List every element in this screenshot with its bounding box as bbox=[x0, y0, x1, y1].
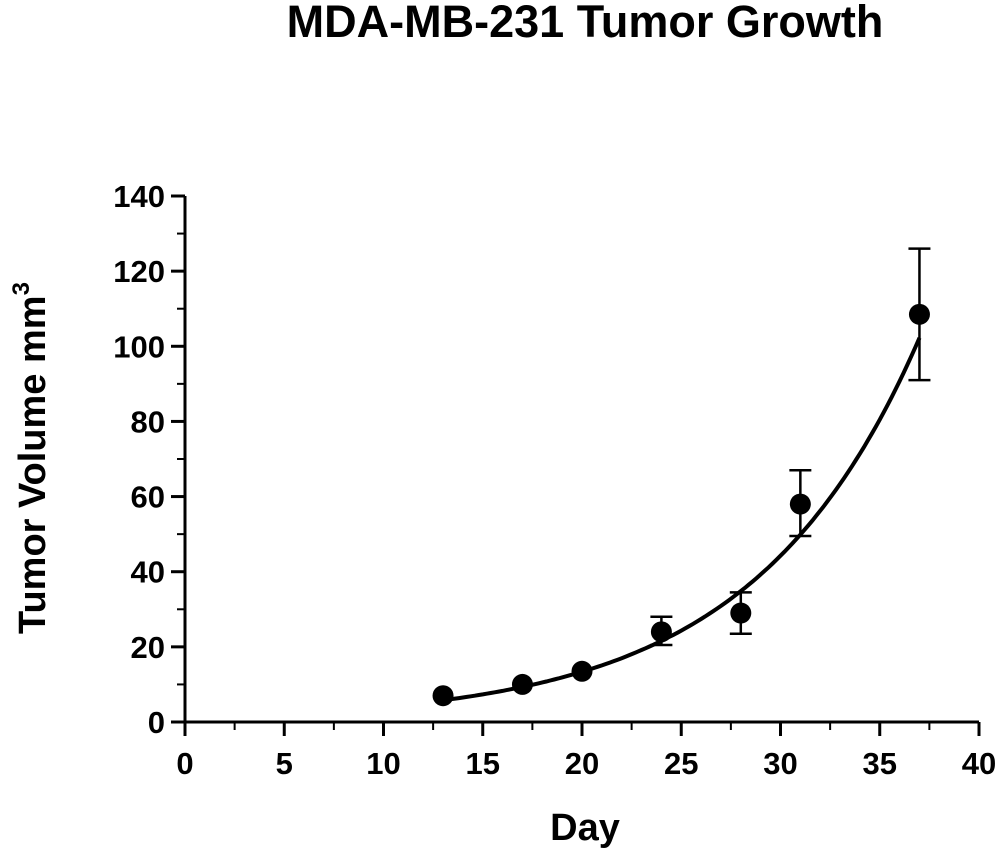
data-point bbox=[650, 621, 672, 643]
data-point bbox=[908, 303, 930, 325]
data-point bbox=[789, 493, 811, 515]
y-tick-label: 20 bbox=[131, 630, 165, 665]
y-tick-label: 60 bbox=[131, 480, 165, 515]
x-axis-ticks: 0 5 10 15 20 25 30 35 40 bbox=[176, 722, 996, 781]
data-point bbox=[511, 673, 533, 695]
y-tick-label: 40 bbox=[131, 555, 165, 590]
x-tick-label: 25 bbox=[664, 746, 698, 781]
x-tick-label: 20 bbox=[565, 746, 599, 781]
fit-curve-layer bbox=[442, 336, 922, 703]
data-points-layer bbox=[432, 303, 930, 707]
y-tick-label: 120 bbox=[113, 254, 165, 289]
x-tick-label: 35 bbox=[863, 746, 897, 781]
axes bbox=[183, 196, 979, 724]
x-tick-label: 10 bbox=[366, 746, 400, 781]
chart-title: MDA-MB-231 Tumor Growth bbox=[287, 0, 884, 47]
fit-curve bbox=[442, 336, 922, 703]
x-tick-label: 0 bbox=[176, 746, 193, 781]
y-axis-label-text: Tumor Volume mm bbox=[12, 295, 54, 634]
y-axis-label: Tumor Volume mm3 bbox=[8, 282, 54, 634]
y-tick-label: 0 bbox=[148, 705, 165, 740]
x-tick-label: 40 bbox=[962, 746, 996, 781]
y-axis-label-superscript: 3 bbox=[8, 282, 35, 295]
data-point bbox=[432, 685, 454, 707]
y-tick-label: 100 bbox=[113, 329, 165, 364]
x-tick-label: 5 bbox=[276, 746, 293, 781]
x-axis-label: Day bbox=[550, 807, 620, 849]
y-tick-label: 80 bbox=[131, 404, 165, 439]
data-point bbox=[730, 602, 752, 624]
x-tick-label: 15 bbox=[466, 746, 500, 781]
data-point bbox=[571, 660, 593, 682]
y-axis-ticks: 0 20 40 60 80 100 120 140 bbox=[113, 179, 185, 740]
error-bars-layer bbox=[650, 247, 931, 647]
x-tick-label: 30 bbox=[763, 746, 797, 781]
y-tick-label: 140 bbox=[113, 179, 165, 214]
